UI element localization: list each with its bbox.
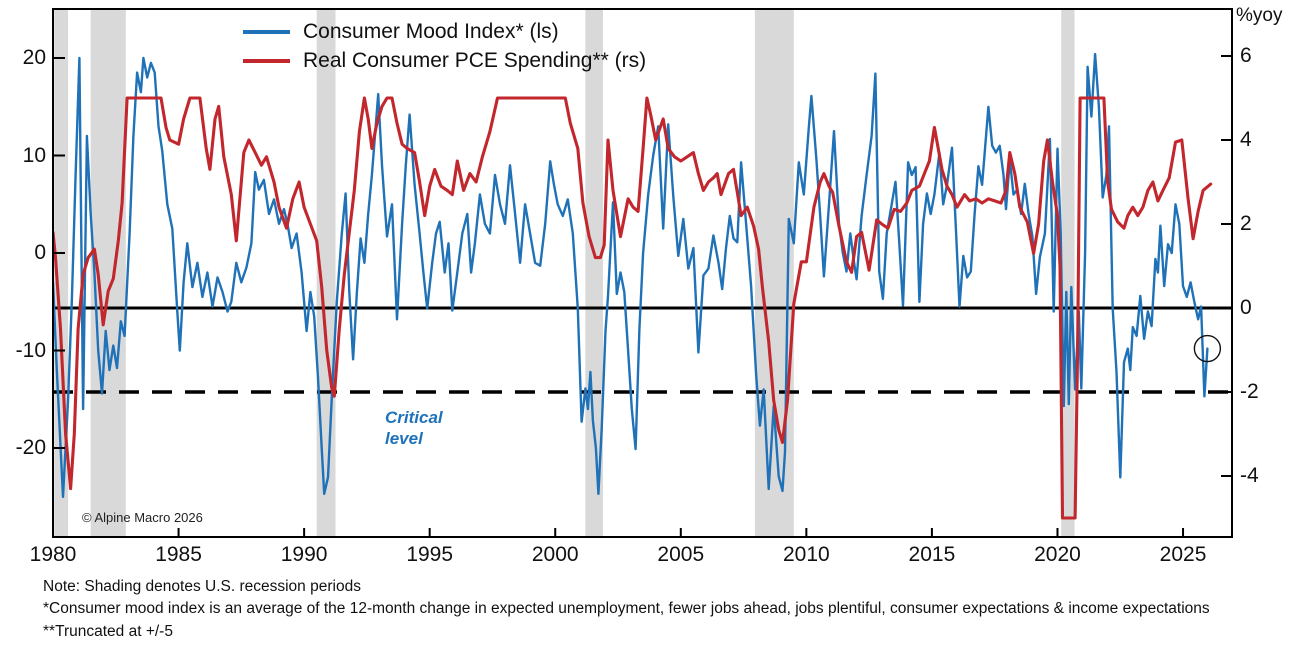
footnote-line: **Truncated at +/-5 xyxy=(43,622,173,640)
x-axis-tick-label: 2000 xyxy=(531,543,579,566)
legend-row: Consumer Mood Index* (ls) xyxy=(243,17,646,46)
critical-level-line1: Critical xyxy=(385,408,443,427)
x-axis-tick-label: 2020 xyxy=(1034,543,1081,566)
right-axis-tick-label: 6 xyxy=(1240,44,1252,67)
critical-level-line2: level xyxy=(385,429,423,448)
legend-label: Real Consumer PCE Spending** (rs) xyxy=(303,48,647,72)
right-axis-tick-label: -2 xyxy=(1240,380,1259,403)
footnote-line: Note: Shading denotes U.S. recession per… xyxy=(43,578,361,595)
footnote-line: *Consumer mood index is an average of th… xyxy=(43,600,1210,618)
x-axis-tick-label: 2025 xyxy=(1159,543,1207,566)
x-axis-tick-label: 1985 xyxy=(155,543,202,566)
legend-row: Real Consumer PCE Spending** (rs) xyxy=(243,46,646,75)
right-axis-tick-label: 2 xyxy=(1240,212,1252,235)
legend-line-sample xyxy=(243,29,290,34)
x-axis-tick-label: 2010 xyxy=(782,543,830,566)
left-axis-tick-label: 20 xyxy=(22,46,46,69)
x-axis-tick-label: 2005 xyxy=(657,543,705,566)
legend-label: Consumer Mood Index* (ls) xyxy=(303,19,559,43)
plot-border xyxy=(52,8,1233,538)
left-axis-tick-label: 10 xyxy=(22,143,46,167)
footnotes: Note: Shading denotes U.S. recession per… xyxy=(43,576,1263,643)
plot-area xyxy=(52,8,1233,538)
series-line-pce-spending xyxy=(53,96,1213,520)
x-axis-tick-label: 1980 xyxy=(29,543,77,566)
right-axis-tick-label: 4 xyxy=(1240,128,1252,151)
right-axis-tick-label: 0 xyxy=(1240,296,1252,319)
x-axis-tick-label: 1990 xyxy=(280,543,328,566)
x-axis-tick-label: 2015 xyxy=(908,543,956,566)
x-axis-tick-label: 1995 xyxy=(406,543,454,566)
left-axis-tick-label: -10 xyxy=(15,338,46,362)
legend-line-sample xyxy=(243,58,290,63)
recession-band xyxy=(585,10,603,536)
right-axis-unit-label: %yoy xyxy=(1236,5,1283,26)
chart-legend: Consumer Mood Index* (ls) Real Consumer P… xyxy=(243,17,646,75)
right-axis-tick-label: -4 xyxy=(1240,464,1259,487)
left-axis-tick-label: 0 xyxy=(34,241,46,264)
series-line-consumer-mood xyxy=(53,52,1209,498)
left-axis-tick-label: -20 xyxy=(15,436,46,459)
latest-value-circle-annotation xyxy=(1193,334,1222,363)
critical-level-annotation: Critical level xyxy=(385,407,465,449)
recession-band xyxy=(90,10,126,536)
copyright-label: © Alpine Macro 2026 xyxy=(82,510,203,525)
